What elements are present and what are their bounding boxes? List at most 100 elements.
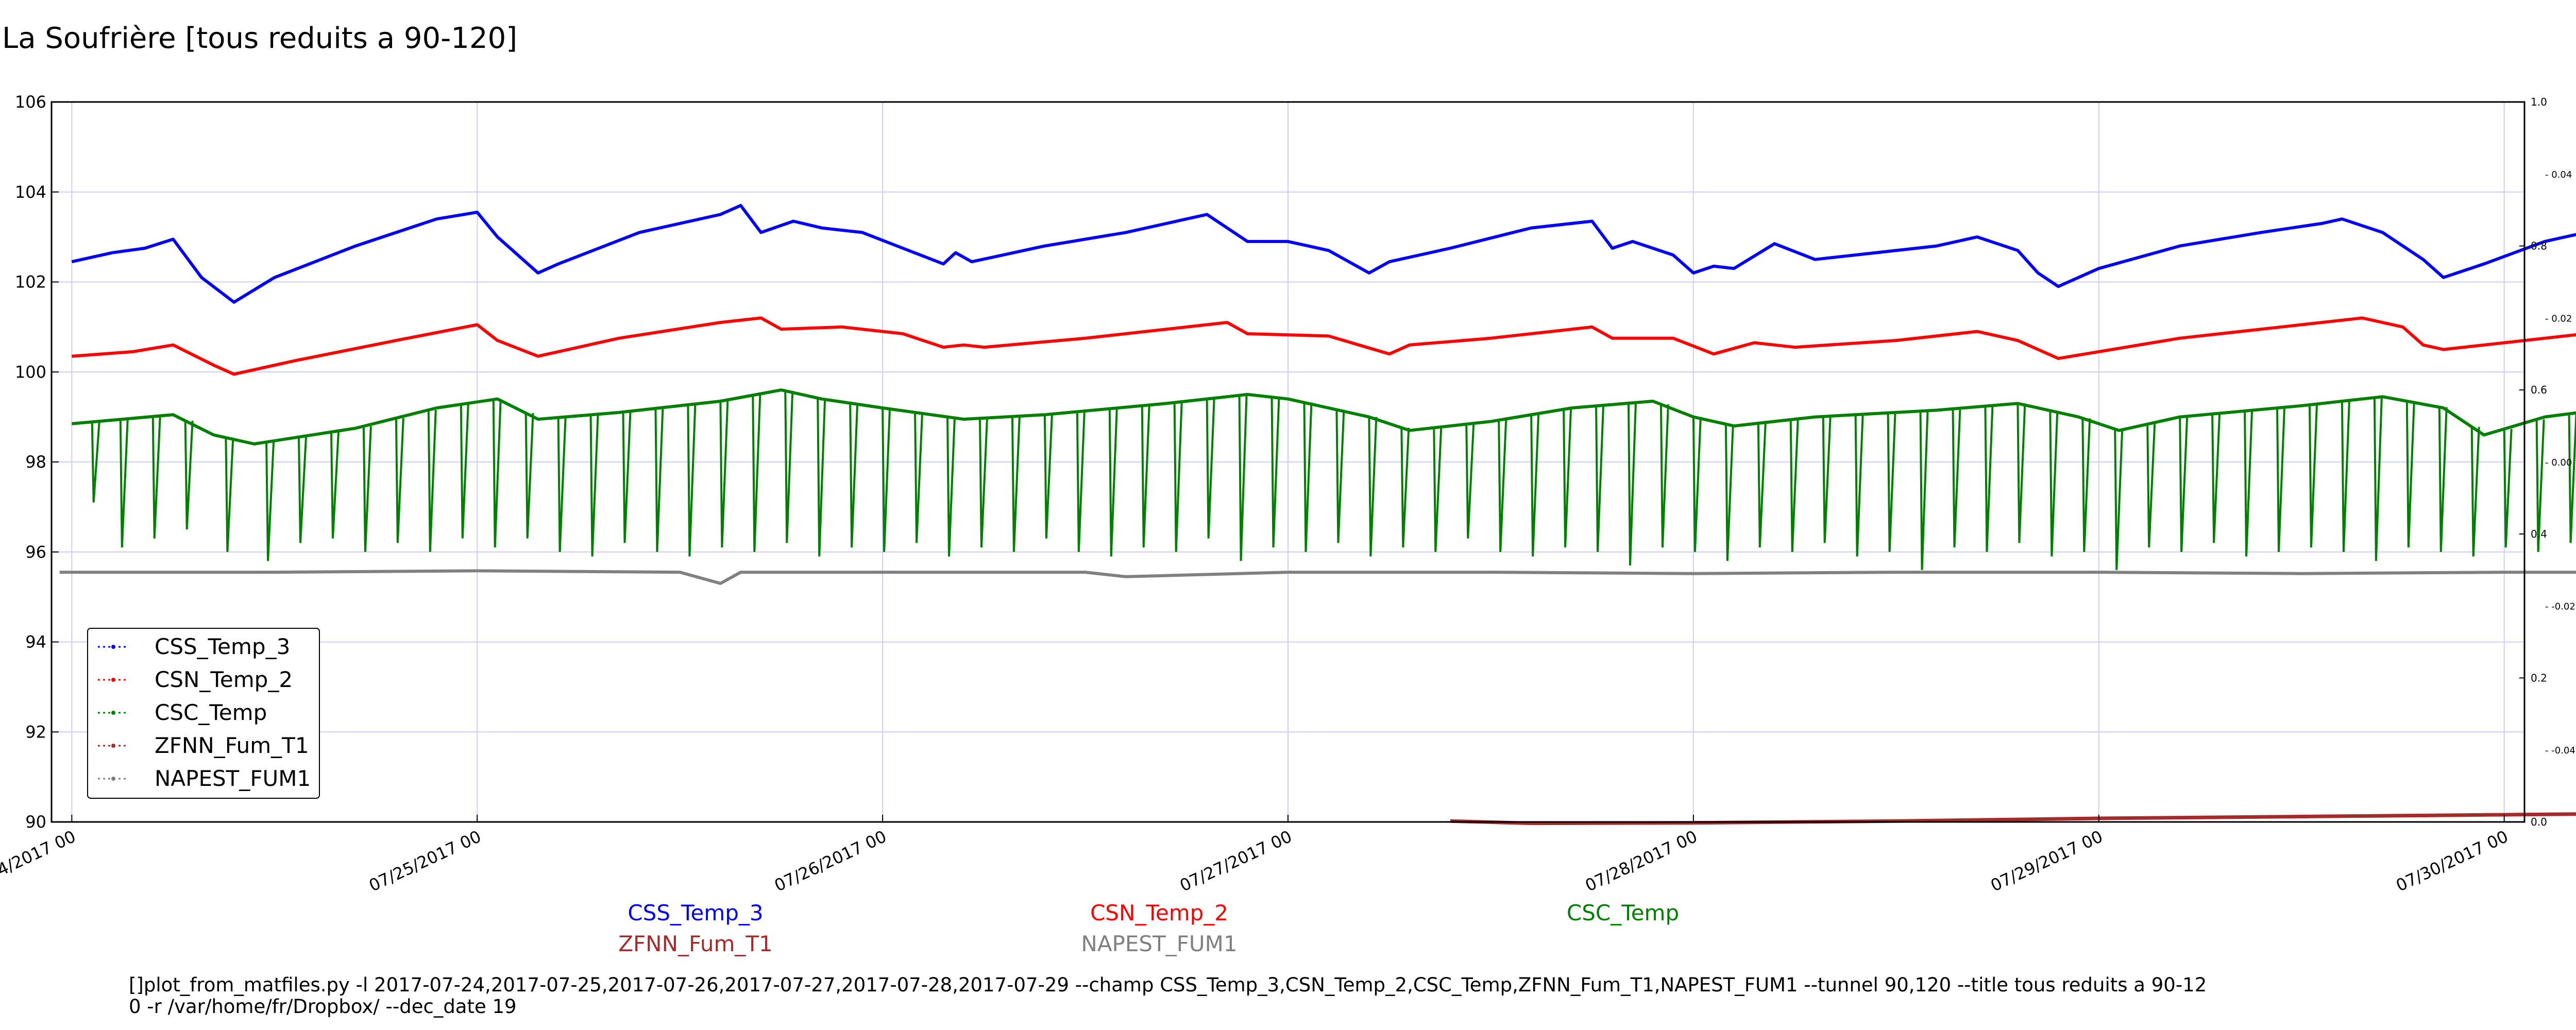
- dropout-mark: [1692, 417, 1702, 552]
- dropout-mark: [784, 390, 794, 543]
- series-line: [72, 388, 2576, 445]
- dropout-mark: [1108, 408, 1118, 557]
- legend-label: ZFNN_Fum_T1: [155, 733, 309, 758]
- dropout-mark: [2016, 403, 2026, 543]
- dropout-mark: [1887, 413, 1896, 552]
- dropout-mark: [1141, 405, 1150, 548]
- dropout-mark: [2535, 419, 2545, 552]
- dropout-mark: [1952, 408, 1961, 548]
- dropout-mark: [2405, 401, 2415, 548]
- right-inner-tick-label: - 0.02: [2545, 313, 2572, 324]
- dropout-mark: [946, 417, 956, 557]
- dropout-mark: [2373, 397, 2383, 561]
- dropout-mark: [914, 412, 924, 543]
- dropout-mark: [2568, 414, 2576, 543]
- dropout-mark: [849, 403, 859, 548]
- y-tick-label: 102: [15, 272, 46, 292]
- dropout-mark: [2049, 410, 2059, 557]
- dropout-mark: [622, 411, 632, 543]
- dropout-mark: [2470, 426, 2480, 557]
- dropout-mark: [1724, 424, 1734, 561]
- right-outer-tick-label: 0.0: [2531, 816, 2547, 828]
- command-line: []plot_from_matfiles.py -l 2017-07-24,20…: [129, 974, 2207, 1018]
- dropout-mark: [1789, 419, 1799, 552]
- dropout-mark: [882, 408, 891, 552]
- legend-box: [87, 628, 320, 799]
- dropout-mark: [752, 395, 761, 552]
- dropout-mark: [265, 442, 275, 561]
- legend-marker: [111, 678, 115, 682]
- bottom-label-csn-temp-2: CSN_Temp_2: [1090, 900, 1229, 925]
- right-outer-tick-label: 0.8: [2531, 240, 2547, 252]
- series-napest-fum1: [59, 569, 2576, 585]
- dropout-mark: [2244, 410, 2253, 557]
- dropout-mark: [1563, 409, 1572, 548]
- dropout-mark: [1335, 409, 1345, 543]
- right-outer-tick-label: 0.2: [2531, 672, 2547, 684]
- dropout-mark: [687, 404, 697, 557]
- dropout-mark: [2438, 407, 2448, 552]
- dropout-mark: [2503, 428, 2513, 548]
- dropout-mark: [2146, 424, 2156, 548]
- dropout-mark: [1757, 423, 1767, 548]
- legend-label: NAPEST_FUM1: [155, 766, 311, 791]
- y-tick-label: 92: [25, 722, 46, 742]
- dropout-mark: [654, 408, 664, 552]
- dropout-mark: [1433, 427, 1443, 552]
- dropout-mark: [2341, 401, 2350, 552]
- x-tick-label: 07/26/2017 00: [771, 827, 889, 896]
- dropout-mark: [427, 410, 437, 552]
- right-inner-tick-label: - -0.04: [2545, 745, 2575, 756]
- y-tick-label: 106: [15, 92, 46, 112]
- command-line-1: []plot_from_matfiles.py -l 2017-07-24,20…: [129, 974, 2207, 996]
- dropout-mark: [1303, 402, 1313, 552]
- dropout-mark: [1984, 406, 1994, 552]
- dropout-mark: [2114, 429, 2124, 570]
- x-tick-label: 07/29/2017 00: [1988, 827, 2106, 896]
- dropout-mark: [225, 437, 234, 552]
- dropout-mark: [2308, 404, 2318, 548]
- dropout-mark: [2179, 417, 2189, 552]
- dropout-mark: [492, 399, 502, 548]
- dropout-mark: [184, 420, 194, 530]
- series-line: [71, 204, 2576, 304]
- dropout-mark: [524, 413, 534, 539]
- x-tick-label: 07/30/2017 00: [2393, 827, 2511, 896]
- dropout-mark: [557, 417, 567, 552]
- chart-title: La Soufrière [tous reduits a 90-120]: [2, 22, 518, 55]
- dropout-mark: [395, 418, 404, 543]
- dropout-mark: [91, 422, 100, 503]
- bottom-label-napest-fum1: NAPEST_FUM1: [1081, 931, 1238, 956]
- dropout-mark: [1822, 416, 1832, 543]
- x-tick-label: 07/25/2017 00: [366, 827, 484, 896]
- right-outer-tick-label: 0.4: [2531, 528, 2547, 540]
- right-outer-tick-label: 0.6: [2531, 384, 2547, 396]
- dropout-mark: [1238, 395, 1248, 561]
- series-css-temp-3: [71, 204, 2576, 304]
- legend: CSS_Temp_3 CSN_Temp_2 CSC_Temp ZFNN_Fum_T1 N…: [87, 628, 320, 799]
- legend-marker: [111, 645, 115, 649]
- dropout-mark: [1498, 420, 1507, 552]
- dropout-mark: [2081, 418, 2091, 552]
- dropout-mark: [2211, 414, 2221, 543]
- bottom-label-zfnn-fum-t1: ZFNN_Fum_T1: [618, 931, 773, 956]
- dropout-mark: [1627, 403, 1637, 566]
- dropout-mark: [589, 415, 599, 557]
- dropout-mark: [362, 426, 372, 552]
- y-tick-label: 104: [15, 182, 46, 202]
- right-inner-tick-label: - -0.02: [2545, 602, 2575, 612]
- series-csn-temp-2: [72, 316, 2576, 376]
- legend-marker: [111, 744, 115, 748]
- dropout-mark: [330, 432, 340, 539]
- dropout-mark: [460, 404, 469, 539]
- bottom-label-css-temp-3: CSS_Temp_3: [628, 900, 764, 925]
- dropout-mark: [1659, 404, 1669, 548]
- right-inner-tick-label: - 0.04: [2545, 169, 2572, 180]
- y-tick-label: 98: [25, 452, 46, 472]
- series-line: [72, 316, 2576, 376]
- dropout-mark: [1530, 415, 1540, 557]
- series-layer: [59, 204, 2576, 826]
- dropout-mark: [1595, 406, 1605, 552]
